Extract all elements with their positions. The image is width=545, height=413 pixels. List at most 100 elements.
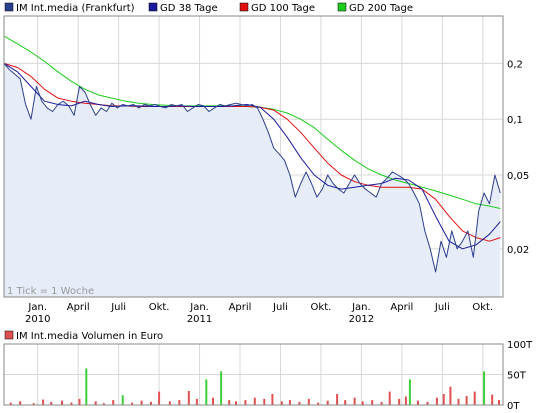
price-area-fill	[4, 63, 501, 298]
volume-bar	[9, 402, 12, 405]
volume-y-tick-label: 100T	[507, 340, 533, 351]
volume-bar	[32, 403, 35, 405]
volume-bar	[417, 400, 419, 405]
volume-bar	[398, 398, 401, 405]
price-lines	[3, 35, 501, 273]
gd100-line	[3, 62, 501, 242]
volume-bar	[498, 400, 500, 405]
volume-y-axis: 100T 50T 0T	[507, 340, 533, 412]
x-tick-label: Okt.	[149, 302, 170, 313]
volume-bar	[235, 401, 237, 405]
volume-bar	[187, 391, 190, 405]
volume-bar	[380, 401, 383, 405]
x-tick-label: Okt.	[472, 302, 493, 313]
volume-bar	[317, 402, 320, 405]
volume-bar	[491, 394, 494, 405]
x-tick-year: 2011	[187, 314, 212, 325]
volume-bar	[353, 397, 356, 405]
volume-bar	[336, 394, 339, 405]
volume-bar	[473, 391, 476, 405]
volume-bar	[19, 401, 22, 405]
volume-bar	[85, 368, 88, 405]
volume-bar	[388, 391, 391, 405]
x-tick-label: Juli	[272, 302, 288, 313]
legend-label-gd200: GD 200 Tage	[349, 3, 413, 14]
volume-bar	[449, 386, 452, 405]
volume-bar	[94, 401, 97, 405]
volume-bar	[70, 402, 73, 405]
volume-bar	[435, 397, 438, 405]
volume-bar	[150, 401, 152, 405]
volume-bar	[361, 401, 364, 405]
volume-bar	[78, 398, 81, 405]
volume-bar	[121, 395, 124, 405]
x-tick-label: Jan.	[27, 302, 47, 313]
volume-bar	[288, 400, 291, 405]
volume-bar	[228, 400, 231, 405]
volume-bar	[42, 399, 45, 405]
volume-bar	[205, 379, 208, 405]
volume-bar	[408, 379, 411, 405]
legend-swatch-price	[4, 2, 14, 12]
volume-bar	[253, 397, 256, 405]
volume-bar	[426, 401, 429, 405]
volume-y-tick-label: 0T	[507, 401, 520, 412]
volume-bar	[371, 400, 374, 405]
y-tick-label: 0,02	[507, 245, 529, 256]
legend-swatch-gd38	[148, 2, 158, 12]
x-tick-label: Okt.	[311, 302, 332, 313]
volume-bar	[112, 400, 115, 405]
x-tick-year: 2010	[25, 314, 50, 325]
volume-legend: IM Int.media Volumen in Euro	[4, 330, 163, 342]
volume-bar	[465, 395, 468, 405]
volume-y-tick-label: 50T	[507, 371, 527, 382]
volume-bars	[9, 368, 500, 405]
y-tick-label: 0,1	[507, 115, 523, 126]
price-plot-border	[3, 15, 504, 298]
volume-bar	[457, 398, 460, 405]
volume-bar	[158, 391, 161, 405]
volume-bar	[326, 400, 329, 405]
volume-bar	[263, 398, 266, 405]
volume-bar	[50, 401, 53, 405]
price-line	[3, 63, 501, 273]
x-tick-label: April	[67, 302, 90, 313]
x-tick-label: Juli	[434, 302, 450, 313]
volume-bar	[131, 402, 134, 405]
legend-label-price: IM Int.media (Frankfurt)	[16, 3, 135, 14]
volume-bar	[483, 371, 486, 405]
x-tick-label: April	[390, 302, 413, 313]
volume-bar	[244, 400, 247, 405]
tick-note: 1 Tick = 1 Woche	[7, 286, 94, 297]
volume-bar	[271, 394, 274, 405]
x-tick-label: Jan.	[189, 302, 209, 313]
legend-label-volume: IM Int.media Volumen in Euro	[16, 331, 163, 342]
volume-bar	[168, 401, 171, 405]
price-legend: IM Int.media (Frankfurt) GD 38 Tage GD 1…	[4, 2, 413, 14]
x-tick-label: Juli	[110, 302, 126, 313]
x-tick-label: Jan.	[351, 302, 371, 313]
legend-swatch-volume	[4, 330, 14, 340]
volume-bar	[442, 394, 445, 405]
volume-bar	[212, 397, 214, 405]
legend-label-gd38: GD 38 Tage	[160, 3, 218, 14]
volume-bar	[344, 400, 347, 405]
price-y-axis: 0,2 0,1 0,05 0,02	[507, 59, 529, 255]
legend-label-gd100: GD 100 Tage	[251, 3, 315, 14]
y-tick-label: 0,05	[507, 171, 529, 182]
volume-bar	[140, 400, 143, 405]
legend-swatch-gd100	[239, 2, 249, 12]
volume-bar	[102, 403, 105, 405]
y-tick-label: 0,2	[507, 59, 523, 70]
volume-bar	[195, 398, 198, 405]
volume-bar	[61, 400, 63, 405]
legend-swatch-gd200	[337, 2, 347, 12]
volume-bar	[178, 400, 181, 405]
volume-bar	[220, 371, 223, 405]
volume-bar	[298, 401, 301, 405]
x-tick-label: April	[229, 302, 252, 313]
volume-bar	[280, 401, 283, 405]
volume-bar	[307, 398, 310, 405]
